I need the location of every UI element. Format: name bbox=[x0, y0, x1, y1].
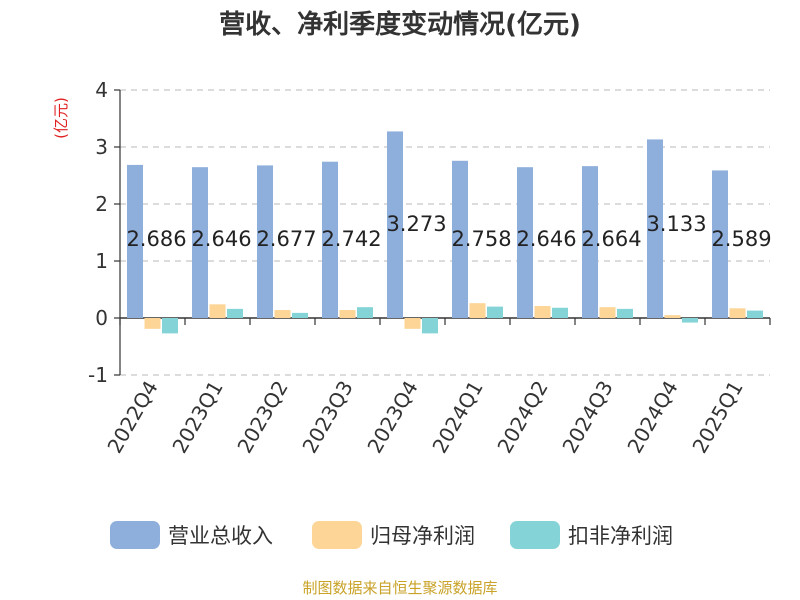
bar-deducted-profit bbox=[162, 318, 178, 334]
bar-revenue bbox=[257, 165, 273, 318]
bar-net-profit bbox=[144, 318, 161, 329]
bar-revenue bbox=[387, 131, 403, 318]
bar-revenue bbox=[322, 161, 338, 318]
legend-swatch bbox=[312, 521, 362, 549]
bar-deducted-profit bbox=[292, 312, 308, 318]
x-tick-label: 2022Q4 bbox=[102, 377, 162, 458]
bar-net-profit bbox=[599, 307, 616, 318]
x-tick-label: 2024Q2 bbox=[492, 377, 552, 458]
data-label: 2.589 bbox=[711, 227, 771, 251]
bar-deducted-profit bbox=[747, 310, 763, 318]
y-tick-label: 1 bbox=[95, 249, 108, 273]
bar-deducted-profit bbox=[227, 308, 243, 318]
y-tick-label: 4 bbox=[95, 78, 108, 102]
bar-revenue bbox=[127, 164, 143, 318]
bar-revenue bbox=[582, 166, 598, 318]
legend-swatch bbox=[510, 521, 560, 549]
data-label: 2.742 bbox=[321, 227, 381, 251]
chart-title: 营收、净利季度变动情况(亿元) bbox=[219, 9, 581, 40]
legend-label: 归母净利润 bbox=[370, 524, 475, 548]
data-label: 3.133 bbox=[646, 212, 706, 236]
bar-deducted-profit bbox=[487, 306, 503, 318]
y-tick-labels: -1 0 1 2 3 4 bbox=[88, 78, 108, 387]
data-label: 2.758 bbox=[451, 227, 511, 251]
source-note: 制图数据来自恒生聚源数据库 bbox=[302, 579, 497, 597]
bar-deducted-profit bbox=[682, 318, 698, 323]
bar-revenue bbox=[192, 167, 208, 318]
data-label: 2.646 bbox=[191, 227, 251, 251]
x-tick-label: 2024Q4 bbox=[622, 377, 682, 458]
data-label: 2.677 bbox=[256, 227, 316, 251]
bar-net-profit bbox=[274, 310, 291, 318]
data-label: 2.664 bbox=[581, 227, 641, 251]
legend-swatch bbox=[110, 521, 160, 549]
bar-revenue bbox=[647, 139, 663, 318]
bar-deducted-profit bbox=[422, 318, 438, 334]
bar-net-profit bbox=[209, 304, 226, 318]
x-tick-label: 2024Q1 bbox=[427, 377, 487, 458]
bars bbox=[127, 131, 763, 334]
x-tick-label: 2023Q1 bbox=[167, 377, 227, 458]
bar-deducted-profit bbox=[357, 307, 373, 318]
x-tick-label: 2023Q2 bbox=[232, 377, 292, 458]
data-label: 2.646 bbox=[516, 227, 576, 251]
data-label: 2.686 bbox=[126, 227, 186, 251]
bar-revenue bbox=[517, 167, 533, 318]
bar-revenue bbox=[452, 160, 468, 318]
x-tick-label: 2024Q3 bbox=[557, 377, 617, 458]
x-tick-label: 2023Q3 bbox=[297, 377, 357, 458]
legend-label: 扣非净利润 bbox=[568, 524, 673, 548]
legend: 营业总收入 归母净利润 扣非净利润 bbox=[110, 521, 673, 549]
y-axis-label: (亿元) bbox=[52, 97, 70, 139]
bar-deducted-profit bbox=[617, 308, 633, 318]
bar-net-profit bbox=[729, 308, 746, 318]
legend-label: 营业总收入 bbox=[168, 524, 273, 548]
y-tick-label: -1 bbox=[88, 363, 108, 387]
data-label: 3.273 bbox=[386, 212, 446, 236]
bar-net-profit bbox=[664, 315, 681, 318]
x-tick-labels: 2022Q4 2023Q1 2023Q2 2023Q3 2023Q4 2024Q1 2024… bbox=[102, 377, 747, 458]
bar-net-profit bbox=[339, 310, 356, 318]
y-tick-label: 0 bbox=[95, 306, 108, 330]
bar-net-profit bbox=[534, 306, 551, 318]
bar-net-profit bbox=[404, 318, 421, 329]
bar-net-profit bbox=[469, 303, 486, 318]
bar-deducted-profit bbox=[552, 307, 568, 318]
y-tick-label: 2 bbox=[95, 192, 108, 216]
y-tick-label: 3 bbox=[95, 135, 108, 159]
bar-revenue bbox=[712, 170, 728, 318]
x-tick-label: 2025Q1 bbox=[687, 377, 747, 458]
x-tick-label: 2023Q4 bbox=[362, 377, 422, 458]
